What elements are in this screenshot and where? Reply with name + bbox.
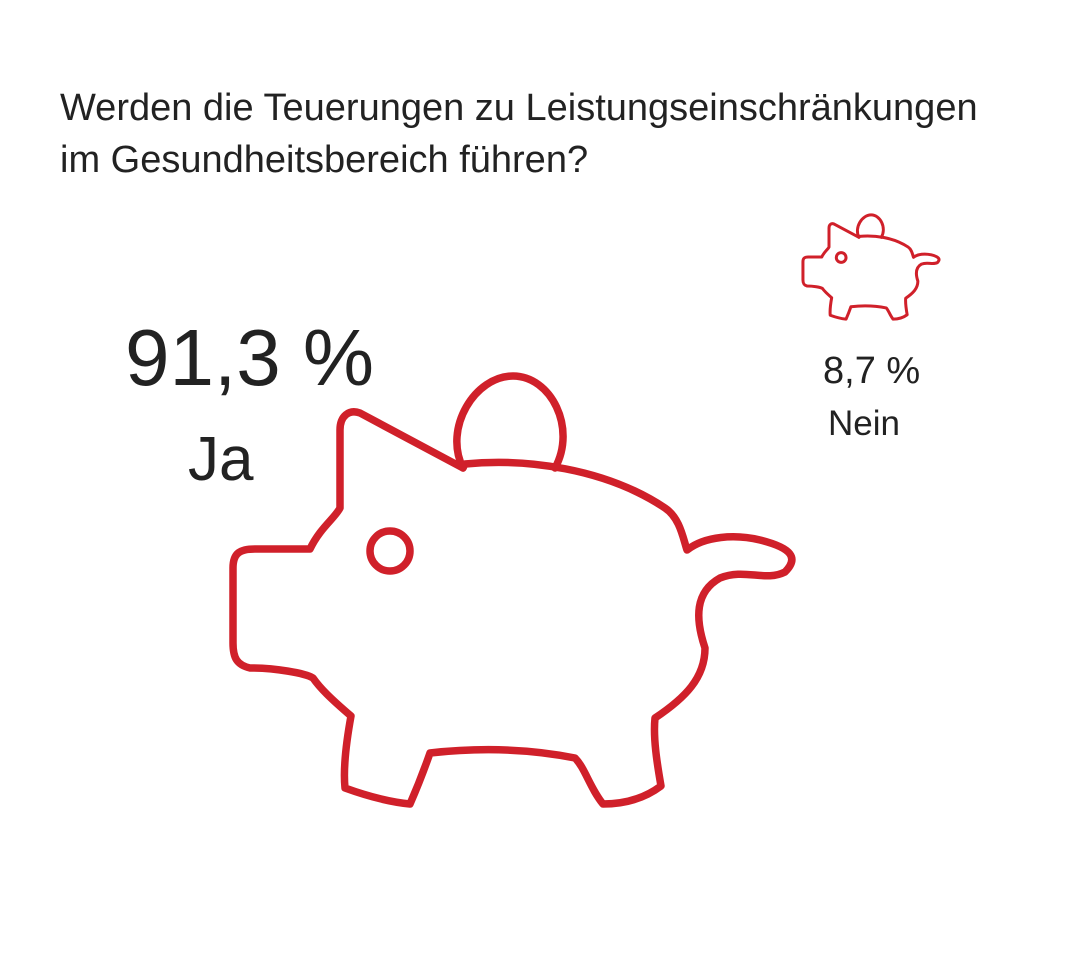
data-label-nein-value: 8,7 %	[823, 350, 921, 392]
category-label-ja: Ja	[188, 425, 254, 494]
piggy-bank-nein-eye	[834, 251, 848, 264]
piggy-bank-ja-shape	[229, 372, 796, 808]
piggy-bank-ja-coin	[453, 372, 567, 472]
piggy-bank-icon-nein	[801, 213, 941, 321]
data-label-ja-value: 91,3 %	[125, 313, 375, 402]
piggy-bank-icon-ja	[229, 372, 796, 808]
chart-title-line-1: Werden die Teuerungen zu Leistungseinsch…	[60, 87, 978, 129]
piggy-bank-nein-body	[801, 222, 941, 321]
piggy-bank-ja-eye	[366, 527, 414, 575]
category-label-nein: Nein	[828, 404, 900, 443]
piggy-bank-nein-shape	[801, 213, 941, 321]
chart-title-line-2: im Gesundheitsbereich führen?	[60, 139, 589, 181]
piggy-bank-ja-body	[229, 408, 796, 808]
piggy-bank-nein-coin	[855, 213, 885, 239]
chart-title: Werden die Teuerungen zu Leistungseinsch…	[60, 82, 1040, 186]
